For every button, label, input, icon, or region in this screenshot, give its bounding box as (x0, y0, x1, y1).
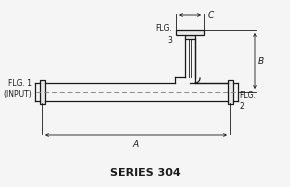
Bar (39, 80, 44, 104)
Bar (176, 30, 204, 35)
Bar (185, 35, 195, 39)
Text: A: A (133, 140, 139, 149)
Bar (227, 80, 233, 104)
Text: C: C (208, 10, 214, 19)
Text: B: B (258, 56, 264, 65)
Text: SERIES 304: SERIES 304 (110, 168, 180, 178)
Text: FLG. 1
(INPUT): FLG. 1 (INPUT) (4, 79, 32, 99)
Text: FLG.
3: FLG. 3 (155, 24, 172, 45)
Text: FLG.
2: FLG. 2 (240, 91, 256, 111)
